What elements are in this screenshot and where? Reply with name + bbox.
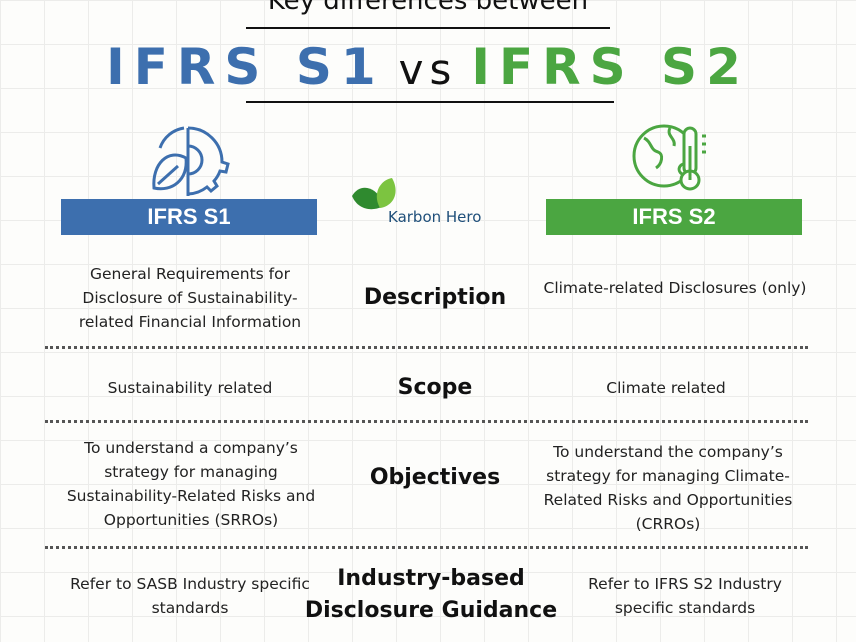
header-kicker: Key differences between [267,0,589,16]
objectives-s2: To understand the company’s strategy for… [543,443,793,533]
divider [246,101,614,103]
leaf-gear-icon [152,126,230,196]
leaves-icon [352,178,396,210]
row-label-objectives: Objectives [369,465,501,490]
row-divider [45,420,808,423]
title-s2: IFRS S2 [471,38,750,96]
ifrs-s2-header: IFRS S2 [546,199,802,235]
guidance-s2: Refer to IFRS S2 Industry specific stand… [588,575,782,617]
objectives-s1: To understand a company’s strategy for m… [66,439,316,529]
row-divider [45,346,808,349]
description-s2: Climate-related Disclosures (only) [543,279,807,297]
karbon-hero-logo: Karbon Hero [350,178,510,228]
page-title: IFRS S1 vs IFRS S2 [0,38,856,96]
row-label-description: Description [363,285,507,310]
guidance-s1: Refer to SASB Industry specific standard… [70,575,310,617]
title-s1: IFRS S1 [106,38,385,96]
logo-text: Karbon Hero [388,208,482,226]
ifrs-s1-header: IFRS S1 [61,199,317,235]
row-label-guidance: Industry-based Disclosure Guidance [304,566,558,623]
row-divider [45,546,808,549]
scope-s1: Sustainability related [107,379,273,397]
scope-s2: Climate related [606,379,726,397]
title-vs: vs [398,45,458,94]
divider [246,27,610,29]
description-s1: General Requirements for Disclosure of S… [78,265,302,331]
globe-thermometer-icon [632,124,706,191]
row-label-scope: Scope [397,375,473,400]
